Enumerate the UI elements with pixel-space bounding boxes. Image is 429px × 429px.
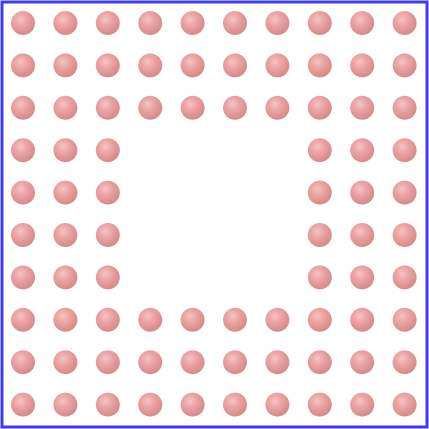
ball[interactable] (223, 392, 247, 417)
ball[interactable] (138, 350, 163, 375)
ball[interactable] (350, 265, 375, 290)
ball[interactable] (350, 53, 375, 78)
ball[interactable] (95, 180, 120, 205)
ball[interactable] (350, 350, 375, 375)
ball[interactable] (307, 95, 332, 120)
ball[interactable] (95, 307, 120, 332)
ball[interactable] (180, 392, 205, 417)
ball[interactable] (95, 223, 120, 247)
ball[interactable] (53, 265, 78, 290)
ball[interactable] (350, 307, 375, 332)
ball[interactable] (53, 223, 78, 247)
ball[interactable] (223, 53, 247, 78)
ball[interactable] (180, 11, 205, 35)
ball[interactable] (11, 392, 35, 417)
ball[interactable] (307, 53, 332, 78)
ball[interactable] (307, 11, 332, 35)
ball[interactable] (138, 392, 163, 417)
ball[interactable] (95, 95, 120, 120)
ball[interactable] (307, 223, 332, 247)
ball[interactable] (392, 53, 417, 78)
ball[interactable] (95, 138, 120, 163)
ball[interactable] (180, 95, 205, 120)
ball[interactable] (392, 11, 417, 35)
ball[interactable] (95, 350, 120, 375)
ball[interactable] (138, 53, 163, 78)
ball[interactable] (95, 392, 120, 417)
ball[interactable] (350, 392, 375, 417)
ball[interactable] (350, 180, 375, 205)
ball[interactable] (307, 138, 332, 163)
ball[interactable] (11, 265, 35, 290)
ball[interactable] (350, 95, 375, 120)
ball[interactable] (138, 11, 163, 35)
ball[interactable] (53, 350, 78, 375)
ball[interactable] (53, 392, 78, 417)
ball[interactable] (11, 223, 35, 247)
ball[interactable] (350, 138, 375, 163)
ball[interactable] (265, 350, 290, 375)
ball[interactable] (11, 180, 35, 205)
ball[interactable] (11, 95, 35, 120)
ball[interactable] (350, 11, 375, 35)
ball[interactable] (11, 11, 35, 35)
ball[interactable] (53, 180, 78, 205)
ball[interactable] (180, 53, 205, 78)
ball[interactable] (307, 350, 332, 375)
ball[interactable] (95, 53, 120, 78)
ball[interactable] (265, 95, 290, 120)
ball[interactable] (53, 95, 78, 120)
ball-grid (11, 11, 417, 417)
ball[interactable] (392, 95, 417, 120)
ball[interactable] (180, 307, 205, 332)
ball[interactable] (95, 265, 120, 290)
ball[interactable] (392, 350, 417, 375)
ball[interactable] (392, 223, 417, 247)
ball[interactable] (53, 138, 78, 163)
ball[interactable] (392, 265, 417, 290)
ball[interactable] (138, 307, 163, 332)
ball[interactable] (307, 392, 332, 417)
ball[interactable] (223, 307, 247, 332)
ball[interactable] (95, 11, 120, 35)
ball[interactable] (223, 11, 247, 35)
ball[interactable] (53, 307, 78, 332)
ball[interactable] (350, 223, 375, 247)
ball[interactable] (392, 307, 417, 332)
ball[interactable] (11, 350, 35, 375)
ball[interactable] (223, 350, 247, 375)
ball[interactable] (392, 180, 417, 205)
ball[interactable] (265, 53, 290, 78)
ball[interactable] (307, 265, 332, 290)
ball[interactable] (265, 11, 290, 35)
ball[interactable] (307, 307, 332, 332)
ball[interactable] (307, 180, 332, 205)
ball[interactable] (265, 392, 290, 417)
ball[interactable] (223, 95, 247, 120)
ball[interactable] (265, 307, 290, 332)
ball[interactable] (180, 350, 205, 375)
ball[interactable] (11, 53, 35, 78)
ball[interactable] (392, 392, 417, 417)
ball[interactable] (138, 95, 163, 120)
ball[interactable] (11, 138, 35, 163)
ball[interactable] (53, 11, 78, 35)
ball[interactable] (53, 53, 78, 78)
ball[interactable] (392, 138, 417, 163)
ball[interactable] (11, 307, 35, 332)
